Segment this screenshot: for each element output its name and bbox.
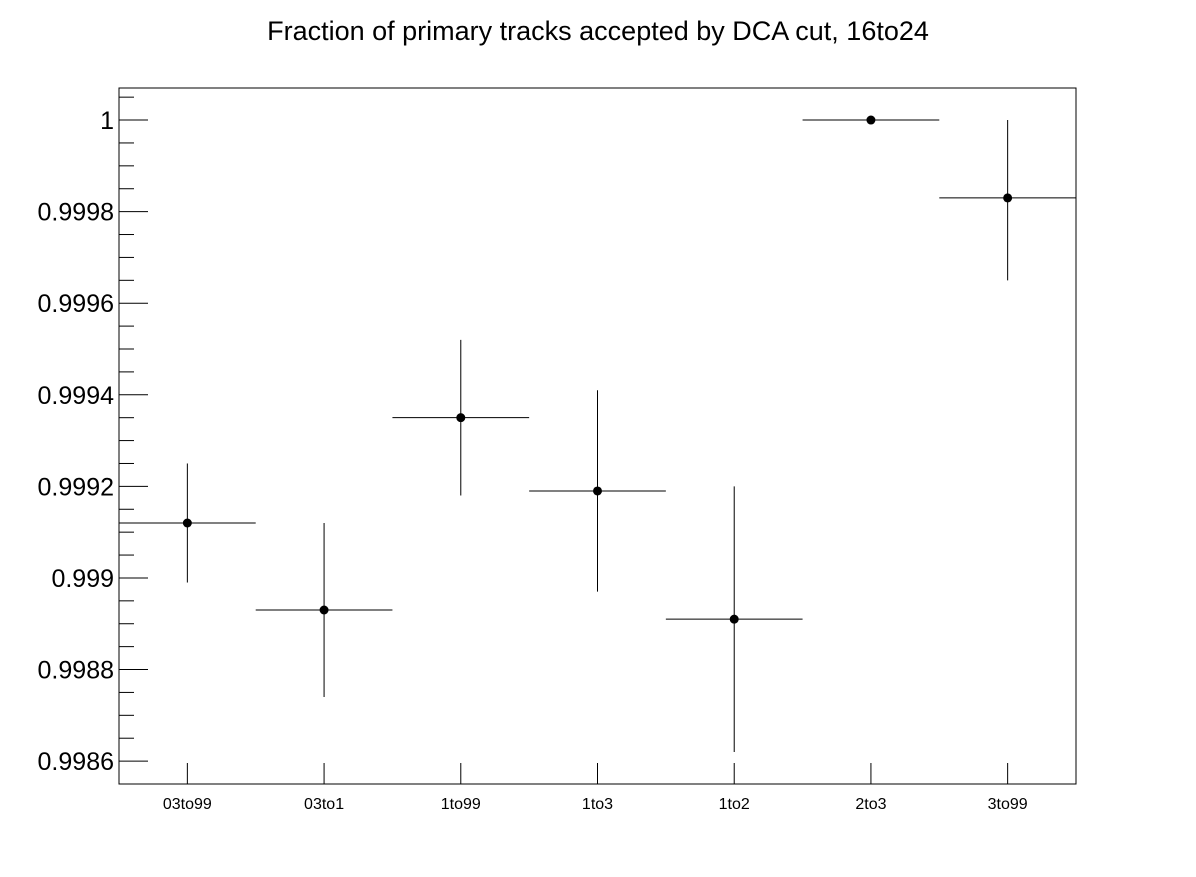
x-tick-label: 03to99 [163,796,212,813]
y-tick-label: 0.9992 [38,473,114,501]
x-tick-label: 03to1 [304,796,344,813]
y-tick-label: 0.999 [51,565,114,593]
x-tick-label: 1to3 [582,796,613,813]
y-tick-label: 1 [100,107,114,135]
data-layer [119,115,1076,752]
y-tick-label: 0.9988 [38,657,114,685]
data-point [866,115,876,125]
x-tick-label: 3to99 [988,796,1028,813]
x-axis: 03to99 03to1 1to99 1to3 1to2 2to3 3to99 [163,763,1028,813]
data-point [182,518,192,528]
x-tick-label: 1to99 [441,796,481,813]
data-point [729,614,739,624]
y-tick-label: 0.9996 [38,290,114,318]
y-axis: 0.9986 0.9988 0.999 0.9992 0.9994 0.9996 0.999… [38,96,148,785]
data-point [456,413,466,423]
chart-title: Fraction of primary tracks accepted by D… [267,16,929,46]
y-tick-label: 0.9994 [38,382,115,410]
x-tick-label: 1to2 [719,796,750,813]
y-tick-label: 0.9986 [38,748,114,776]
x-tick-label: 2to3 [855,796,886,813]
data-point [319,605,329,615]
data-point [1003,193,1013,203]
y-tick-label: 0.9998 [38,199,114,227]
data-point [593,486,602,496]
